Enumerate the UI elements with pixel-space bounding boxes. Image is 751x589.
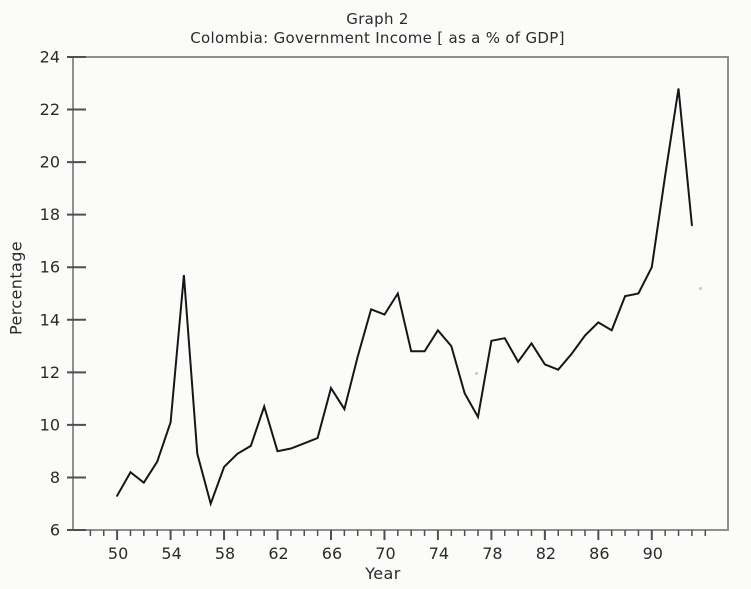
- y-tick-label: 16: [40, 258, 60, 277]
- chart-title: Graph 2: [346, 10, 409, 28]
- scan-speckle: [699, 287, 702, 290]
- y-tick-label: 24: [40, 48, 60, 67]
- x-tick-label: 50: [108, 544, 128, 563]
- x-tick-label: 90: [643, 544, 663, 563]
- scan-speckle: [475, 372, 478, 375]
- y-tick-label: 12: [40, 363, 60, 382]
- x-tick-label: 78: [482, 544, 502, 563]
- chart-subtitle: Colombia: Government Income [ as a % of …: [190, 29, 565, 47]
- x-tick-label: 66: [322, 544, 342, 563]
- y-tick-label: 10: [40, 415, 60, 434]
- data-line: [116, 88, 693, 508]
- x-tick-label: 86: [589, 544, 609, 563]
- y-tick-label: 22: [40, 100, 60, 119]
- y-tick-label: 8: [50, 468, 60, 487]
- x-tick-label: 58: [215, 544, 235, 563]
- x-axis-label: Year: [365, 564, 401, 583]
- x-tick-label: 74: [429, 544, 449, 563]
- x-tick-label: 54: [161, 544, 181, 563]
- x-tick-label: 62: [268, 544, 288, 563]
- chart-header: Graph 2 Colombia: Government Income [ as…: [0, 10, 751, 48]
- x-tick-label: 82: [536, 544, 556, 563]
- y-tick-label: 6: [50, 521, 60, 540]
- y-tick-label: 14: [40, 310, 60, 329]
- plot-frame: [72, 56, 729, 531]
- x-tick-label: 70: [375, 544, 395, 563]
- y-tick-label: 18: [40, 205, 60, 224]
- y-tick-label: 20: [40, 153, 60, 172]
